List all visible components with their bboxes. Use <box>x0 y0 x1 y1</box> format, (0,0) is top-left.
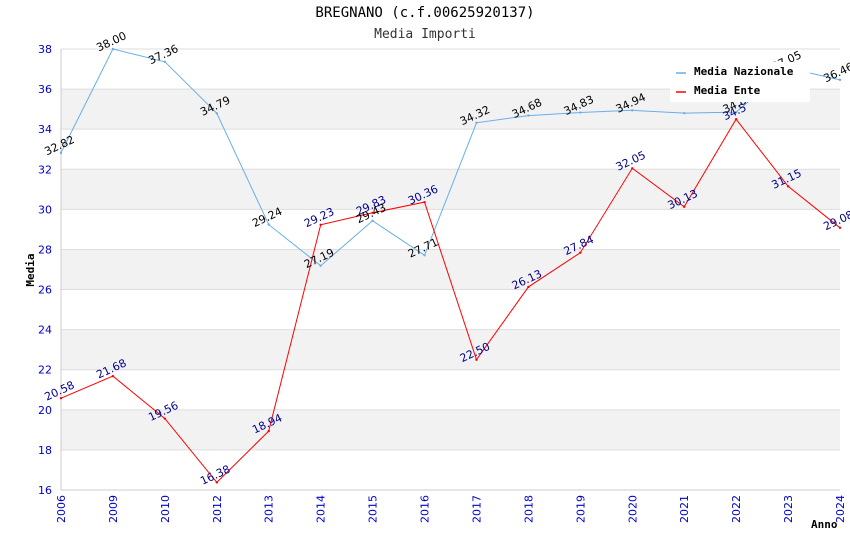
x-axis-label: Anno <box>811 518 838 531</box>
data-point <box>59 396 63 400</box>
x-tick-label: 2009 <box>107 495 120 523</box>
data-point <box>734 117 738 121</box>
y-tick-label: 18 <box>38 444 52 457</box>
legend-box <box>670 62 810 102</box>
x-tick-label: 2010 <box>159 495 172 523</box>
x-tick-label: 2016 <box>419 495 432 523</box>
x-tick-label: 2024 <box>834 495 847 523</box>
data-point <box>319 264 322 267</box>
x-tick-label: 2012 <box>211 495 224 523</box>
data-point <box>319 223 322 226</box>
y-tick-label: 22 <box>38 364 52 377</box>
data-point <box>423 200 426 204</box>
data-point <box>475 358 478 361</box>
legend-label-media-ente: Media Ente <box>694 84 761 97</box>
grid-bands <box>61 89 840 450</box>
data-point <box>683 205 686 208</box>
y-tick-label: 28 <box>38 243 52 256</box>
y-tick-label: 30 <box>38 203 52 216</box>
data-point <box>527 285 530 289</box>
data-point <box>423 254 426 257</box>
legend-label-media-nazionale: Media Nazionale <box>694 65 794 78</box>
data-point <box>631 109 634 112</box>
x-axis-ticks: 2006 2009 2010 2012 2013 2014 2015 2016 2017 2018… <box>55 495 847 523</box>
data-point <box>215 112 218 115</box>
y-tick-label: 38 <box>38 43 52 56</box>
data-label: 37.36 <box>146 42 180 67</box>
y-tick-label: 34 <box>38 123 52 136</box>
data-point <box>59 151 63 155</box>
data-point <box>838 226 842 230</box>
x-tick-label: 2015 <box>367 495 380 523</box>
data-point <box>786 185 790 188</box>
grid-band <box>61 409 840 450</box>
y-tick-label: 36 <box>38 83 52 96</box>
data-point <box>683 111 686 115</box>
data-label: 32.82 <box>42 133 76 158</box>
data-point <box>163 60 167 64</box>
data-label: 20.58 <box>42 378 76 403</box>
series-line-media-nazionale <box>60 48 841 267</box>
data-point <box>215 481 218 484</box>
data-label: 36.46 <box>821 60 850 85</box>
data-point <box>579 251 582 254</box>
data-point <box>267 429 270 433</box>
grid-band <box>61 329 840 370</box>
grid-band <box>61 249 840 290</box>
y-axis-label: Media <box>24 253 37 286</box>
x-tick-label: 2021 <box>678 495 691 523</box>
series-lines <box>59 47 842 484</box>
data-point <box>579 111 582 114</box>
data-point <box>371 211 374 214</box>
chart-title: BREGNANO (c.f.00625920137) <box>315 5 535 21</box>
x-tick-label: 2013 <box>263 495 276 523</box>
series-line-media-ente <box>60 118 841 484</box>
data-point <box>527 114 530 117</box>
data-point <box>111 47 115 51</box>
chart-subtitle: Media Importi <box>374 27 476 42</box>
data-point <box>111 374 115 378</box>
x-tick-label: 2022 <box>730 495 743 523</box>
x-tick-label: 2020 <box>626 495 639 523</box>
x-tick-label: 2017 <box>470 495 483 523</box>
legend: Media Nazionale Media Ente <box>670 62 810 102</box>
y-tick-label: 20 <box>38 404 52 417</box>
y-tick-label: 24 <box>38 324 52 337</box>
x-tick-label: 2023 <box>782 495 795 523</box>
x-tick-label: 2019 <box>574 495 587 523</box>
x-tick-label: 2006 <box>55 495 68 523</box>
x-tick-label: 2014 <box>315 495 328 523</box>
data-point <box>838 78 842 82</box>
data-point <box>734 110 738 114</box>
data-point <box>371 219 374 222</box>
data-point <box>163 417 167 420</box>
data-point <box>631 167 634 170</box>
data-point <box>475 121 478 124</box>
axes <box>60 49 840 491</box>
data-point <box>267 223 270 226</box>
y-axis-ticks: 16 18 20 22 24 26 28 30 32 34 36 38 <box>38 43 52 497</box>
data-label: 38.00 <box>94 29 128 54</box>
y-tick-label: 26 <box>38 284 52 297</box>
y-tick-label: 32 <box>38 163 52 176</box>
y-tick-label: 16 <box>38 484 52 497</box>
data-label: 29.08 <box>821 208 850 233</box>
x-tick-label: 2018 <box>522 495 535 523</box>
